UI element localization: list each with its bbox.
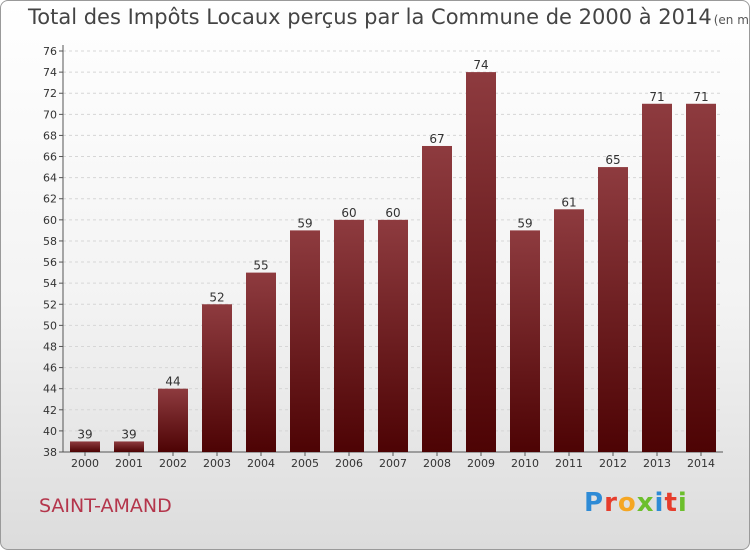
logo-letter: i bbox=[654, 488, 665, 518]
bar-2002 bbox=[158, 388, 188, 452]
unit-label: (en milliers d'€) bbox=[713, 13, 749, 27]
y-tick-label: 54 bbox=[43, 277, 57, 290]
value-label: 60 bbox=[385, 206, 400, 220]
x-tick-label: 2001 bbox=[115, 457, 143, 470]
bar-2007 bbox=[378, 219, 408, 452]
x-tick-label: 2002 bbox=[159, 457, 187, 470]
logo-letter: x bbox=[636, 488, 655, 518]
value-label: 65 bbox=[605, 153, 620, 167]
y-tick-label: 58 bbox=[43, 235, 57, 248]
x-tick-label: 2014 bbox=[687, 457, 715, 470]
y-tick-label: 46 bbox=[43, 362, 57, 375]
y-tick-label: 38 bbox=[43, 446, 57, 459]
logo-letter: o bbox=[617, 488, 637, 518]
y-tick-label: 50 bbox=[43, 319, 57, 332]
y-tick-label: 74 bbox=[43, 66, 57, 79]
value-label: 71 bbox=[649, 90, 664, 104]
logo-letter: P bbox=[584, 488, 605, 518]
bar-2009 bbox=[466, 72, 496, 453]
x-tick-label: 2011 bbox=[555, 457, 583, 470]
logo-letter: t bbox=[664, 488, 678, 518]
y-tick-label: 68 bbox=[43, 129, 57, 142]
bar-2004 bbox=[246, 272, 276, 452]
bar-2010 bbox=[510, 230, 540, 452]
chart-title-text: Total des Impôts Locaux perçus par la Co… bbox=[28, 5, 712, 29]
x-tick-label: 2007 bbox=[379, 457, 407, 470]
x-tick-label: 2006 bbox=[335, 457, 363, 470]
y-tick-label: 44 bbox=[43, 383, 57, 396]
y-tick-label: 56 bbox=[43, 256, 57, 269]
bar-2011 bbox=[554, 209, 584, 452]
value-label: 44 bbox=[165, 375, 180, 389]
value-label: 39 bbox=[77, 427, 92, 441]
proxiti-logo: Proxiti bbox=[584, 488, 688, 518]
y-tick-label: 70 bbox=[43, 108, 57, 121]
y-tick-label: 48 bbox=[43, 340, 57, 353]
x-tick-label: 2008 bbox=[423, 457, 451, 470]
y-tick-label: 42 bbox=[43, 404, 57, 417]
bar-2003 bbox=[202, 304, 232, 452]
x-tick-labels: 2000 2001 2002 2003 2004 2005 2006 2007 2008 2009… bbox=[71, 457, 715, 470]
value-label: 60 bbox=[341, 206, 356, 220]
y-tick-label: 52 bbox=[43, 298, 57, 311]
x-tick-label: 2013 bbox=[643, 457, 671, 470]
value-label: 39 bbox=[121, 427, 136, 441]
value-labels: 39 39 44 52 55 59 60 60 67 74 59 61 65 71 71 bbox=[77, 58, 708, 441]
x-tick-label: 2000 bbox=[71, 457, 99, 470]
x-tick-label: 2003 bbox=[203, 457, 231, 470]
value-label: 59 bbox=[517, 216, 532, 230]
bar-2012 bbox=[598, 167, 628, 452]
x-tick-label: 2005 bbox=[291, 457, 319, 470]
value-label: 52 bbox=[209, 290, 224, 304]
y-tick-label: 72 bbox=[43, 87, 57, 100]
x-tick-label: 2012 bbox=[599, 457, 627, 470]
bar-2000 bbox=[70, 441, 100, 452]
x-tick-label: 2010 bbox=[511, 457, 539, 470]
y-tick-label: 64 bbox=[43, 172, 57, 185]
bar-2001 bbox=[114, 441, 144, 452]
chart-title: Total des Impôts Locaux perçus par la Co… bbox=[28, 5, 749, 29]
bar-2006 bbox=[334, 219, 364, 452]
value-label: 61 bbox=[561, 195, 576, 209]
y-tick-label: 60 bbox=[43, 214, 57, 227]
y-tick-label: 66 bbox=[43, 151, 57, 164]
value-label: 59 bbox=[297, 216, 312, 230]
value-label: 71 bbox=[693, 90, 708, 104]
bars bbox=[70, 72, 716, 453]
bar-2005 bbox=[290, 230, 320, 452]
y-tick-label: 40 bbox=[43, 425, 57, 438]
x-tick-label: 2004 bbox=[247, 457, 275, 470]
logo-letter: r bbox=[604, 488, 618, 518]
y-tick-labels: 38 40 42 44 46 48 50 52 54 56 58 60 62 64 66 68 70 72 74 76 bbox=[43, 45, 57, 459]
bar-2014 bbox=[686, 103, 716, 453]
y-tick-label: 62 bbox=[43, 193, 57, 206]
bar-2008 bbox=[422, 145, 452, 452]
value-label: 55 bbox=[253, 259, 268, 273]
value-label: 74 bbox=[473, 58, 488, 72]
x-tick-label: 2009 bbox=[467, 457, 495, 470]
logo-letter: i bbox=[677, 488, 688, 518]
bar-2013 bbox=[642, 103, 672, 453]
value-label: 67 bbox=[429, 132, 444, 146]
commune-name: SAINT-AMAND bbox=[39, 495, 172, 517]
y-tick-label: 76 bbox=[43, 45, 57, 58]
